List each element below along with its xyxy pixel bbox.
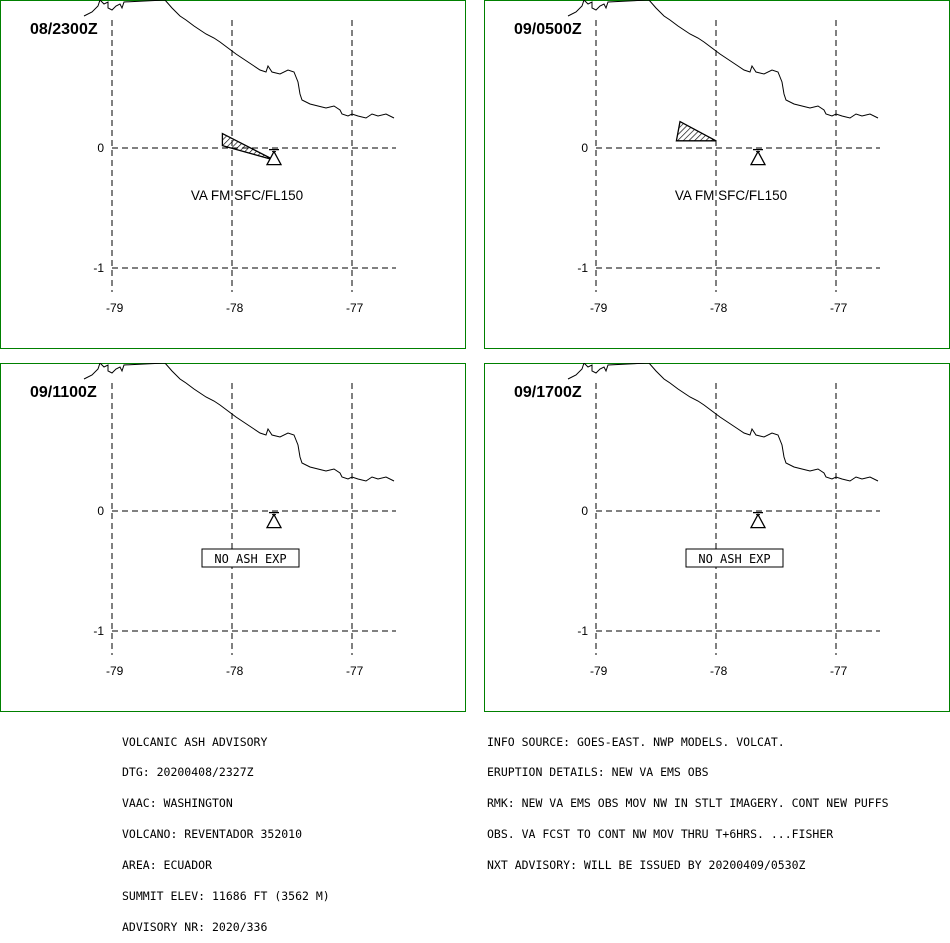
lon-label: -79 — [106, 664, 124, 678]
forecast-panel: -79 -78 -77 0 -1 09/1100Z NO ASH EXP — [0, 363, 466, 712]
status-text: NO ASH EXP — [214, 552, 286, 566]
advisory-line: VOLCANO: REVENTADOR 352010 — [122, 827, 303, 842]
details-line: INFO SOURCE: GOES-EAST. NWP MODELS. VOLC… — [487, 734, 785, 749]
lon-label: -79 — [590, 301, 608, 315]
volcano-icon — [265, 511, 283, 529]
lon-label: -77 — [346, 301, 364, 315]
lon-label: -78 — [226, 301, 244, 315]
volcano-icon — [749, 148, 767, 166]
coastline — [83, 0, 395, 119]
lon-label: -77 — [346, 664, 364, 678]
advisory-line: VAAC: WASHINGTON — [122, 796, 233, 811]
status-box — [685, 548, 784, 568]
forecast-panel: -79 -78 -77 0 -1 09/0500Z VA FM SFC/FL150 — [484, 0, 950, 349]
details-line: NXT ADVISORY: WILL BE ISSUED BY 20200409… — [487, 858, 806, 873]
details-line: ERUPTION DETAILS: NEW VA EMS OBS — [487, 765, 709, 780]
lat-label: -1 — [577, 624, 588, 638]
forecast-panel: -79 -78 -77 0 -1 08/2300Z VA FM SFC/FL150 — [0, 0, 466, 349]
time-label: 09/1100Z — [30, 384, 97, 401]
lon-label: -79 — [590, 664, 608, 678]
lon-label: -78 — [710, 301, 728, 315]
panel-border — [484, 363, 950, 712]
lat-label: 0 — [581, 141, 588, 155]
lat-label: -1 — [93, 261, 104, 275]
ash-cloud-polygon — [675, 120, 717, 142]
advisory-info: VOLCANIC ASH ADVISORY DTG: 20200408/2327… — [122, 716, 330, 943]
status-text: NO ASH EXP — [698, 552, 770, 566]
panel-border — [0, 363, 466, 712]
lat-label: 0 — [97, 141, 104, 155]
advisory-line: DTG: 20200408/2327Z — [122, 765, 254, 780]
forecast-panel: -79 -78 -77 0 -1 09/1700Z NO ASH EXP — [484, 363, 950, 712]
lon-label: -78 — [710, 664, 728, 678]
lat-label: -1 — [577, 261, 588, 275]
advisory-line: SUMMIT ELEV: 11686 FT (3562 M) — [122, 889, 330, 904]
coastline — [83, 363, 395, 482]
panel-border — [0, 0, 466, 349]
coastline — [567, 0, 879, 119]
lon-label: -77 — [830, 301, 848, 315]
status-box — [201, 548, 300, 568]
status-text: VA FM SFC/FL150 — [675, 188, 787, 203]
coastline — [567, 363, 879, 482]
details-line: OBS. VA FCST TO CONT NW MOV THRU T+6HRS.… — [487, 827, 834, 842]
time-label: 09/0500Z — [514, 21, 582, 38]
lat-label: -1 — [93, 624, 104, 638]
panel-border — [484, 0, 950, 349]
status-text: VA FM SFC/FL150 — [191, 188, 303, 203]
lon-label: -77 — [830, 664, 848, 678]
lat-label: 0 — [581, 504, 588, 518]
details-line: RMK: NEW VA EMS OBS MOV NW IN STLT IMAGE… — [487, 796, 889, 811]
advisory-line: ADVISORY NR: 2020/336 — [122, 919, 268, 934]
time-label: 09/1700Z — [514, 384, 582, 401]
time-label: 08/2300Z — [30, 21, 98, 38]
lon-label: -79 — [106, 301, 124, 315]
volcano-icon — [749, 511, 767, 529]
forecast-panels: -79 -78 -77 0 -1 08/2300Z VA FM SFC/FL150 -79 -7… — [0, 0, 950, 712]
lat-label: 0 — [97, 504, 104, 518]
ash-cloud-polygon — [221, 132, 275, 161]
advisory-line: AREA: ECUADOR — [122, 858, 213, 873]
advisory-line: VOLCANIC ASH ADVISORY — [122, 734, 268, 749]
lon-label: -78 — [226, 664, 244, 678]
volcano-icon — [265, 148, 283, 166]
eruption-details: INFO SOURCE: GOES-EAST. NWP MODELS. VOLC… — [487, 716, 889, 881]
